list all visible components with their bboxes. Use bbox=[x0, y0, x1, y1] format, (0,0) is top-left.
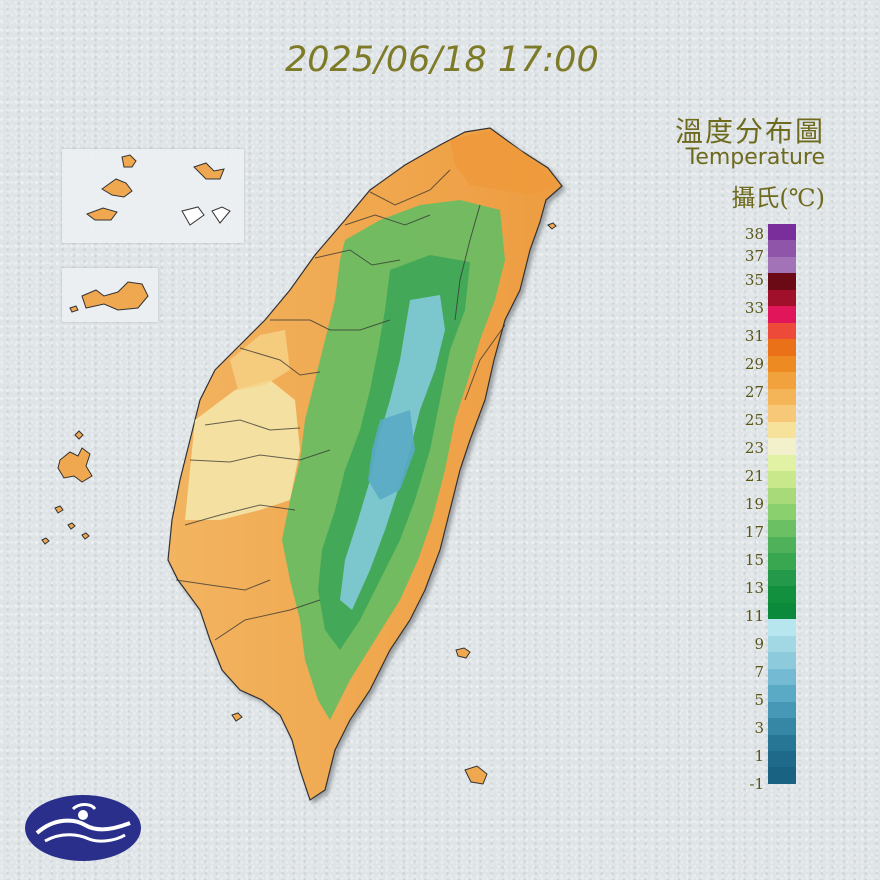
scale-cell bbox=[768, 553, 796, 570]
legend-title-zh: 溫度分布圖 bbox=[674, 115, 825, 148]
scale-cell bbox=[768, 668, 796, 686]
scale-label: 15 bbox=[744, 551, 764, 569]
scale-cell bbox=[768, 421, 796, 439]
green-island bbox=[455, 647, 471, 659]
scale-cell bbox=[768, 256, 796, 274]
scale-label: 5 bbox=[754, 691, 764, 709]
scale-label: 19 bbox=[744, 495, 764, 513]
penghu-islands bbox=[41, 430, 93, 545]
scale-label: 7 bbox=[754, 663, 764, 681]
scale-cell bbox=[768, 503, 796, 521]
legend-unit: 攝氏(℃) bbox=[731, 184, 825, 212]
scale-cell bbox=[768, 619, 796, 636]
scale-cell bbox=[768, 372, 796, 389]
scale-label: 35 bbox=[744, 271, 764, 289]
temperature-scale-labels: 38 37 35 33 31 29 27 25 23 21 19 17 15 13 11 9 7 5 3 1 -1 bbox=[728, 224, 766, 793]
scale-label: 23 bbox=[744, 439, 764, 457]
scale-cell bbox=[768, 438, 796, 455]
central-plain bbox=[185, 380, 300, 520]
scale-cell bbox=[768, 339, 796, 356]
scale-label: 38 bbox=[744, 225, 764, 243]
scale-cell bbox=[768, 224, 796, 241]
scale-label: 3 bbox=[754, 719, 764, 737]
kueishan-island bbox=[547, 222, 557, 230]
scale-label: 33 bbox=[744, 299, 764, 317]
scale-cell bbox=[768, 635, 796, 653]
scale-label: 11 bbox=[744, 607, 764, 625]
matsu-islands-shape bbox=[85, 154, 231, 226]
scale-label: 29 bbox=[744, 355, 764, 373]
scale-label: 25 bbox=[744, 411, 764, 429]
scale-cell bbox=[768, 306, 796, 323]
kinmen-islands-shape bbox=[69, 281, 149, 313]
scale-label: 31 bbox=[744, 327, 764, 345]
temperature-color-scale bbox=[768, 224, 796, 784]
scale-cell bbox=[768, 240, 796, 257]
scale-cell bbox=[768, 289, 796, 307]
liuqiu-island bbox=[231, 712, 243, 722]
northern-tip bbox=[450, 130, 555, 195]
scale-cell bbox=[768, 355, 796, 373]
map-timestamp: 2025/06/18 17:00 bbox=[285, 40, 599, 80]
northern-plain bbox=[230, 330, 290, 390]
scale-cell bbox=[768, 273, 796, 290]
scale-cell bbox=[768, 652, 796, 669]
scale-label: 17 bbox=[744, 523, 764, 541]
scale-label: 21 bbox=[744, 467, 764, 485]
legend-title-en: Temperature bbox=[685, 145, 825, 170]
scale-cell bbox=[768, 751, 796, 768]
county-boundaries bbox=[175, 169, 506, 641]
scale-cell bbox=[768, 405, 796, 422]
scale-cell bbox=[768, 536, 796, 554]
scale-label: 37 bbox=[744, 247, 764, 265]
scale-cell bbox=[768, 602, 796, 620]
orchid-island bbox=[464, 765, 488, 785]
scale-label: 1 bbox=[754, 747, 764, 765]
yushan-peak-area bbox=[368, 410, 415, 500]
scale-cell bbox=[768, 718, 796, 735]
scale-cell bbox=[768, 520, 796, 537]
inset-matsu-islands bbox=[62, 149, 244, 243]
scale-cell bbox=[768, 569, 796, 587]
scale-cell bbox=[768, 685, 796, 702]
scale-cell bbox=[768, 767, 796, 784]
scale-cell bbox=[768, 701, 796, 719]
scale-cell bbox=[768, 454, 796, 472]
scale-cell bbox=[768, 322, 796, 340]
inset-kinmen-islands bbox=[62, 268, 158, 322]
scale-cell bbox=[768, 471, 796, 488]
scale-label: 9 bbox=[754, 635, 764, 653]
scale-label: 13 bbox=[744, 579, 764, 597]
scale-cell bbox=[768, 388, 796, 406]
scale-cell bbox=[768, 487, 796, 504]
cwa-logo bbox=[25, 795, 141, 861]
scale-cell bbox=[768, 734, 796, 751]
scale-label: -1 bbox=[749, 775, 764, 793]
scale-label: 27 bbox=[744, 383, 764, 401]
scale-cell bbox=[768, 586, 796, 603]
